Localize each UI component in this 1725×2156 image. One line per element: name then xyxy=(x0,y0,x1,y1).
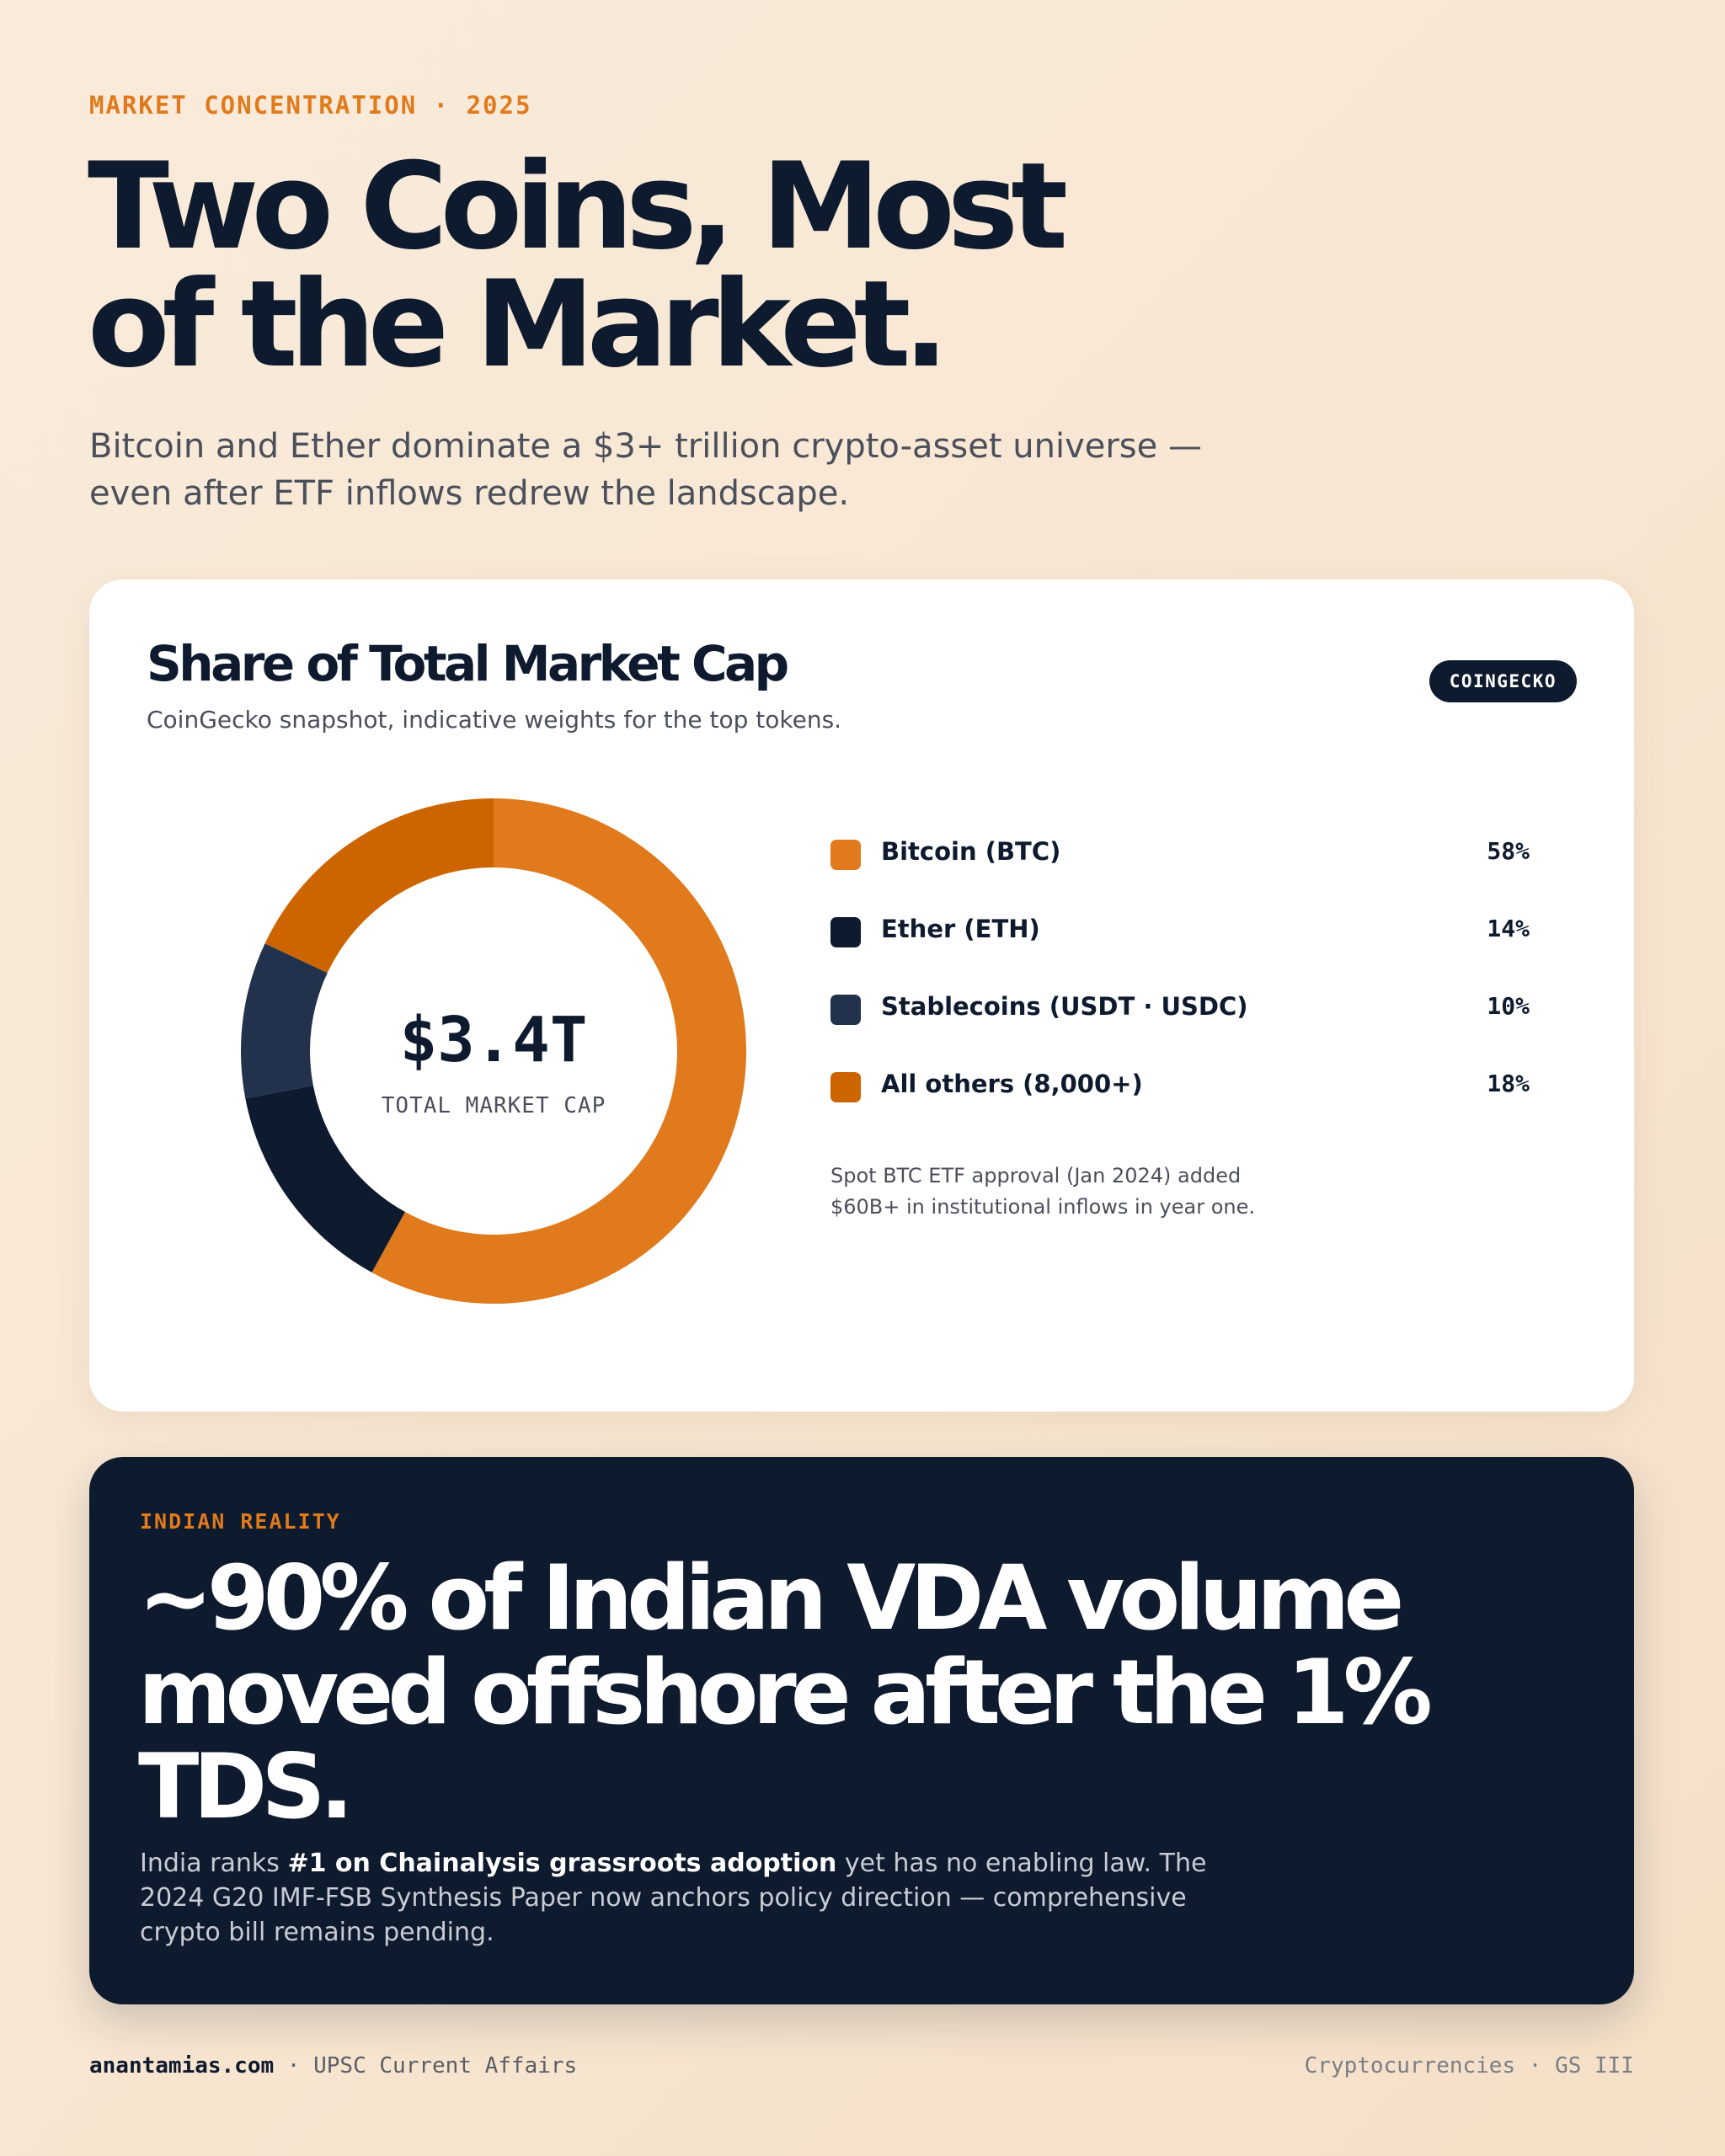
title-line-1: Two Coins, Most xyxy=(88,137,1068,276)
page-subtitle: Bitcoin and Ether dominate a $3+ trillio… xyxy=(89,423,1252,517)
legend-swatch xyxy=(830,1072,861,1102)
legend-swatch xyxy=(830,995,861,1025)
legend-value: 14% xyxy=(1487,915,1530,942)
insight-panel: INDIAN REALITY ~90% of Indian VDA volume… xyxy=(89,1457,1634,2004)
etf-note: Spot BTC ETF approval (Jan 2024) added $… xyxy=(830,1161,1302,1223)
legend-item: All others (8,000+) 18% xyxy=(830,1065,1530,1142)
subtitle-line-2: even after ETF inflows redrew the landsc… xyxy=(89,474,850,513)
legend-label: Ether (ETH) xyxy=(881,915,1040,943)
insight-eyebrow: INDIAN REALITY xyxy=(140,1509,341,1534)
footer-section: · UPSC Current Affairs xyxy=(274,2053,578,2079)
note-line-1: Spot BTC ETF approval (Jan 2024) added xyxy=(830,1164,1242,1187)
footer-left: anantamias.com · UPSC Current Affairs xyxy=(89,2053,577,2079)
legend-item: Bitcoin (BTC) 58% xyxy=(830,832,1530,910)
legend-swatch xyxy=(830,917,861,947)
legend-item: Ether (ETH) 14% xyxy=(830,910,1530,987)
note-line-2: $60B+ in institutional inflows in year o… xyxy=(830,1195,1255,1219)
footer-site-link[interactable]: anantamias.com xyxy=(89,2053,275,2079)
title-line-2: of the Market. xyxy=(88,255,948,394)
chart-legend: Bitcoin (BTC) 58% Ether (ETH) 14% Stablecoin… xyxy=(830,832,1530,1142)
donut-slice-3 xyxy=(264,798,494,974)
footer-right: Cryptocurrencies · GS III xyxy=(1304,2053,1634,2079)
donut-slice-1 xyxy=(245,1085,405,1273)
source-badge: COINGECKO xyxy=(1429,660,1577,702)
donut-center-label: TOTAL MARKET CAP xyxy=(382,1093,606,1118)
subtitle-line-1: Bitcoin and Ether dominate a $3+ trillio… xyxy=(89,427,1202,466)
donut-center-value: $3.4T xyxy=(400,1004,588,1076)
insight-body: India ranks #1 on Chainalysis grassroots… xyxy=(140,1846,1268,1950)
legend-label: Bitcoin (BTC) xyxy=(881,837,1061,866)
donut-slice-0 xyxy=(371,798,746,1304)
legend-value: 10% xyxy=(1487,992,1530,1020)
legend-label: Stablecoins (USDT · USDC) xyxy=(881,992,1248,1021)
card-title: Share of Total Market Cap xyxy=(147,635,789,692)
legend-value: 58% xyxy=(1487,837,1530,865)
eyebrow-label: MARKET CONCENTRATION · 2025 xyxy=(89,91,532,120)
insight-headline: ~90% of Indian VDA volume moved offshore… xyxy=(138,1551,1621,1834)
legend-value: 18% xyxy=(1487,1070,1530,1097)
card-subtitle: CoinGecko snapshot, indicative weights f… xyxy=(147,706,842,734)
body-prefix: India ranks xyxy=(140,1849,288,1878)
donut-chart: $3.4T TOTAL MARKET CAP xyxy=(241,798,746,1304)
legend-label: All others (8,000+) xyxy=(881,1070,1143,1098)
headline-line-1: ~90% of Indian VDA volume xyxy=(138,1546,1404,1650)
legend-item: Stablecoins (USDT · USDC) 10% xyxy=(830,987,1530,1065)
market-cap-card: Share of Total Market Cap CoinGecko snap… xyxy=(89,579,1634,1412)
body-highlight: #1 on Chainalysis grassroots adoption xyxy=(287,1849,837,1878)
body-suffix: yet has no enabling law. The 2024 G20 IM… xyxy=(140,1849,1207,1947)
donut-slice-2 xyxy=(241,943,328,1099)
headline-line-2: moved offshore after the 1% TDS. xyxy=(138,1641,1433,1838)
page-title: Two Coins, Most of the Market. xyxy=(88,137,1183,394)
legend-swatch xyxy=(830,840,861,870)
